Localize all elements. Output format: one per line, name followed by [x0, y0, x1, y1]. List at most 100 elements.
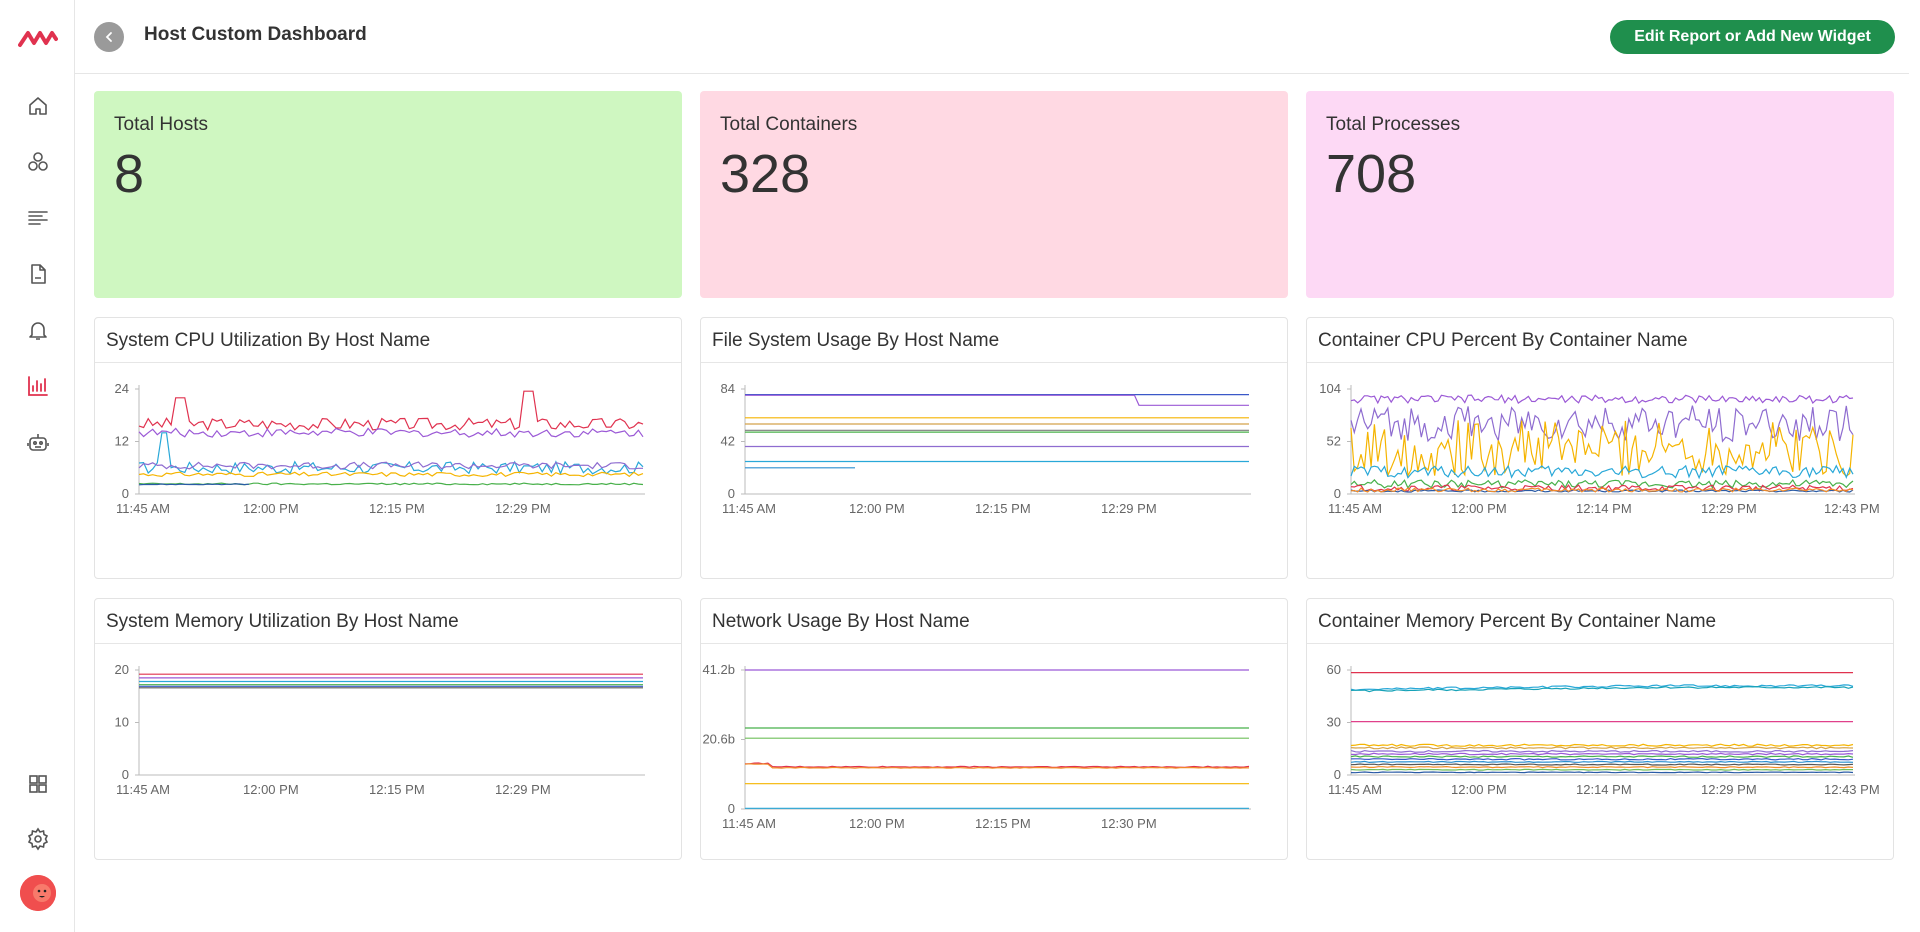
stat-value: 8 — [114, 144, 145, 204]
chart-card-filesystem[interactable]: File System Usage By Host Name 84 42 0 11:4… — [700, 317, 1288, 579]
y-tick-label: 84 — [721, 381, 735, 396]
page-scrollbar[interactable] — [1909, 0, 1920, 932]
divider — [701, 643, 1287, 644]
divider — [701, 362, 1287, 363]
sidebar-item-documents[interactable] — [22, 258, 54, 290]
series-line — [138, 432, 644, 476]
divider — [95, 643, 681, 644]
x-tick-label: 12:15 PM — [369, 782, 425, 797]
x-tick-label: 12:15 PM — [975, 501, 1031, 516]
chart-title: Container CPU Percent By Container Name — [1318, 330, 1688, 351]
x-tick-label: 11:45 AM — [116, 782, 170, 797]
y-tick-label: 20 — [115, 662, 129, 677]
x-tick-label: 12:29 PM — [1701, 782, 1757, 797]
stat-card-hosts: Total Hosts 8 — [94, 91, 682, 298]
series-line — [1350, 749, 1854, 753]
chart-title: File System Usage By Host Name — [712, 330, 1000, 351]
series-line — [1350, 771, 1854, 774]
app-logo-icon[interactable] — [18, 25, 58, 51]
x-tick-label: 11:45 AM — [116, 501, 170, 516]
series-line — [138, 471, 644, 478]
y-tick-label: 52 — [1327, 434, 1341, 449]
x-tick-label: 12:43 PM — [1824, 782, 1880, 797]
sidebar-item-home[interactable] — [22, 90, 54, 122]
x-tick-label: 11:45 AM — [722, 501, 776, 516]
chart-card-memory-utilization[interactable]: System Memory Utilization By Host Name 2… — [94, 598, 682, 860]
series-line — [1350, 746, 1854, 750]
series-line — [1350, 420, 1854, 478]
filesystem-chart[interactable]: 84 42 011:45 AM 12:00 PM 12:15 PM 12:29 PM — [701, 363, 1287, 578]
home-icon — [29, 97, 47, 115]
sidebar-item-ai[interactable] — [22, 426, 54, 458]
chart-card-container-memory[interactable]: Container Memory Percent By Container Na… — [1306, 598, 1894, 860]
stat-card-containers: Total Containers 328 — [700, 91, 1288, 298]
bell-icon — [29, 322, 47, 340]
y-tick-label: 12 — [115, 434, 129, 449]
series-line — [1350, 757, 1854, 761]
series-line — [745, 762, 1250, 768]
y-tick-label: 104 — [1319, 381, 1341, 396]
y-tick-label: 24 — [115, 381, 129, 396]
network-chart[interactable]: 41.2b 20.6b 011:45 AM 12:00 PM 12:15 PM 12:30… — [701, 644, 1287, 859]
series-line — [138, 483, 250, 486]
x-tick-label: 12:29 PM — [495, 501, 551, 516]
y-tick-label: 0 — [728, 486, 735, 501]
sidebar-item-settings[interactable] — [22, 823, 54, 855]
y-tick-label: 0 — [1334, 767, 1341, 782]
series-line — [1350, 489, 1854, 493]
y-tick-label: 60 — [1327, 662, 1341, 677]
document-icon — [31, 264, 46, 284]
edit-report-button[interactable]: Edit Report or Add New Widget — [1610, 20, 1895, 54]
divider — [1307, 643, 1893, 644]
stat-value: 328 — [720, 144, 811, 204]
series-line — [1350, 760, 1854, 764]
memory-utilization-chart[interactable]: 20 10 011:45 AM 12:00 PM 12:15 PM 12:29 PM — [95, 644, 681, 859]
sidebar-item-alerts[interactable] — [22, 314, 54, 346]
sidebar-item-dashboards[interactable] — [22, 370, 54, 402]
chart-title: System Memory Utilization By Host Name — [106, 611, 459, 632]
chart-title: System CPU Utilization By Host Name — [106, 330, 431, 351]
page-title: Host Custom Dashboard — [144, 24, 367, 45]
user-avatar-icon — [20, 875, 56, 911]
x-tick-label: 12:14 PM — [1576, 782, 1632, 797]
x-tick-label: 12:00 PM — [849, 816, 905, 831]
series-line — [1350, 685, 1854, 693]
grid-icon — [29, 775, 47, 793]
x-tick-label: 12:29 PM — [1701, 501, 1757, 516]
series-line — [138, 390, 644, 432]
y-tick-label: 10 — [115, 715, 129, 730]
container-cpu-chart[interactable]: 104 52 011:45 AM 12:00 PM 12:14 PM 12:29 PM 12… — [1307, 363, 1893, 578]
bar-chart-icon — [28, 376, 48, 396]
sidebar-item-services[interactable] — [22, 146, 54, 178]
x-tick-label: 11:45 AM — [1328, 501, 1382, 516]
series-line — [1350, 752, 1854, 756]
y-tick-label: 20.6b — [702, 732, 735, 747]
y-tick-label: 0 — [122, 767, 129, 782]
y-tick-label: 0 — [728, 801, 735, 816]
x-tick-label: 12:15 PM — [369, 501, 425, 516]
sidebar-item-apps[interactable] — [22, 768, 54, 800]
stat-card-processes: Total Processes 708 — [1306, 91, 1894, 298]
series-line — [138, 427, 644, 438]
page-header: Host Custom Dashboard Edit Report or Add… — [75, 0, 1920, 74]
cpu-utilization-chart[interactable]: 24 12 011:45 AM 12:00 PM 12:15 PM 12:29 PM — [95, 363, 681, 578]
x-tick-label: 12:29 PM — [1101, 501, 1157, 516]
x-tick-label: 11:45 AM — [1328, 782, 1382, 797]
x-tick-label: 12:00 PM — [1451, 501, 1507, 516]
stat-value: 708 — [1326, 144, 1417, 204]
y-tick-label: 0 — [122, 486, 129, 501]
series-line — [1350, 487, 1854, 493]
series-line — [1350, 763, 1854, 766]
series-line — [138, 482, 644, 486]
stat-label: Total Processes — [1326, 114, 1461, 135]
back-button[interactable] — [94, 22, 124, 52]
chart-card-cpu-utilization[interactable]: System CPU Utilization By Host Name 24 12… — [94, 317, 682, 579]
chart-card-container-cpu[interactable]: Container CPU Percent By Container Name … — [1306, 317, 1894, 579]
chart-card-network[interactable]: Network Usage By Host Name 41.2b 20.6b 0 11… — [700, 598, 1288, 860]
avatar[interactable] — [20, 875, 56, 911]
container-memory-chart[interactable]: 60 30 011:45 AM 12:00 PM 12:14 PM 12:29 PM 12:… — [1307, 644, 1893, 859]
sidebar-item-logs[interactable] — [22, 202, 54, 234]
series-line — [1350, 743, 1854, 747]
robot-icon — [27, 434, 49, 451]
y-tick-label: 0 — [1334, 486, 1341, 501]
